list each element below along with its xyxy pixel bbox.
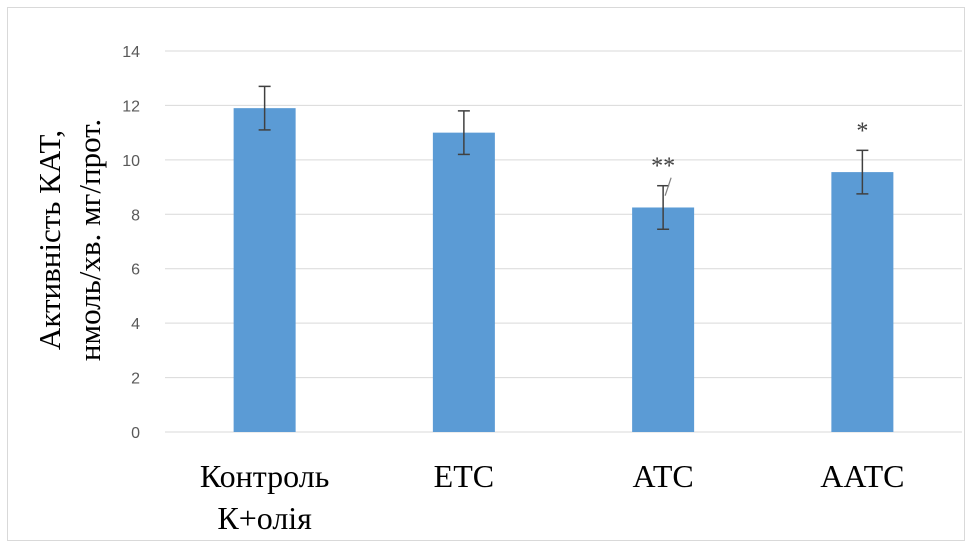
gridlines [165, 50, 962, 433]
significance-annotations: *** [651, 118, 868, 196]
y-tick-label: 12 [122, 98, 140, 115]
bar [233, 108, 296, 433]
y-tick-label: 2 [131, 371, 140, 388]
error-bars [258, 85, 869, 231]
error-bar [856, 149, 869, 195]
x-category-label: ЕТС [434, 458, 494, 494]
x-category-label: Контроль [200, 458, 329, 494]
y-tick-labels: 0 2 4 6 8 10 12 14 [122, 44, 140, 442]
bar [632, 207, 695, 432]
x-category-labels: Контроль К+олія ЕТС АТС ААТС [200, 458, 905, 536]
y-tick-label: 14 [122, 44, 140, 61]
y-tick-label: 4 [131, 316, 140, 333]
y-tick-label: 6 [131, 262, 140, 279]
bar [432, 132, 495, 432]
x-category-label: ААТС [820, 458, 904, 494]
y-tick-label: 8 [131, 207, 140, 224]
bars [233, 108, 894, 433]
y-tick-label: 10 [122, 153, 140, 170]
significance-label: * [856, 118, 868, 144]
y-tick-label: 0 [131, 425, 140, 442]
significance-label: ** [651, 154, 675, 180]
y-axis-label-line: нмоль/хв. мг/прот. [72, 119, 107, 361]
error-bar [457, 110, 470, 156]
y-axis-label: Активність КАТ, нмоль/хв. мг/прот. [32, 119, 107, 361]
error-bar [657, 184, 670, 231]
y-axis-label-line: Активність КАТ, [32, 130, 67, 350]
bar [831, 172, 894, 432]
x-category-label: АТС [633, 458, 694, 494]
annotation-leader-line [664, 177, 672, 196]
error-bar [258, 85, 271, 131]
x-category-label: К+олія [217, 500, 312, 536]
